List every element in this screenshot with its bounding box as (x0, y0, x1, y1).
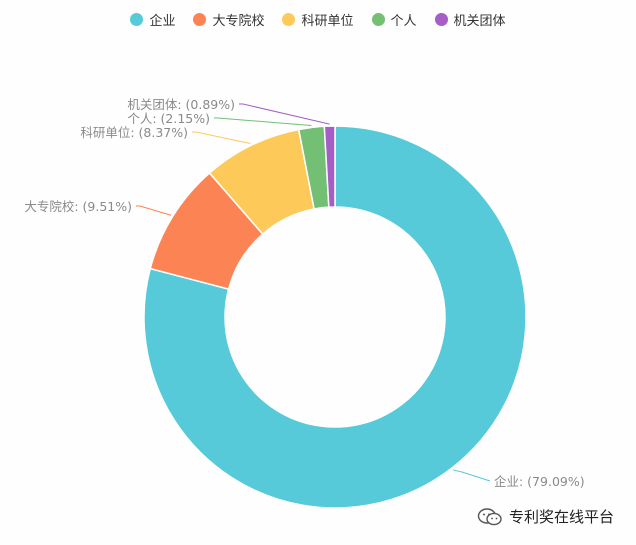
legend-label: 个人 (390, 14, 417, 29)
wechat-icon (477, 507, 502, 525)
watermark-text: 专利奖在线平台 (508, 508, 614, 526)
data-label: 机关团体: (0.89%) (127, 97, 235, 112)
legend-marker (130, 13, 144, 26)
legend-label: 企业 (149, 14, 176, 29)
donut-slice[interactable] (143, 125, 527, 509)
leader-line (192, 131, 251, 145)
legend-marker (434, 13, 448, 26)
legend-label: 科研单位 (301, 14, 354, 29)
legend-item[interactable]: 大专院校 (193, 10, 264, 29)
legend-marker (193, 13, 207, 26)
leader-line (452, 469, 491, 482)
legend-marker (282, 13, 296, 26)
legend-label: 大专院校 (212, 14, 265, 29)
legend-item[interactable]: 科研单位 (282, 10, 354, 29)
chart-legend: 企业 大专院校 科研单位 个人 机关团体 (0, 10, 636, 29)
data-label: 个人: (2.15%) (127, 111, 210, 126)
donut-slice[interactable] (323, 125, 336, 208)
legend-label: 机关团体 (453, 14, 506, 29)
data-label: 企业: (79.09%) (494, 474, 585, 489)
data-label: 大专院校: (9.51%) (24, 199, 132, 214)
watermark: 专利奖在线平台 (477, 506, 614, 527)
leader-line (136, 205, 172, 216)
legend-item[interactable]: 个人 (371, 10, 417, 29)
leader-line (214, 117, 312, 126)
legend-item[interactable]: 机关团体 (434, 10, 506, 29)
leader-line (239, 103, 330, 125)
legend-item[interactable]: 企业 (130, 10, 175, 29)
legend-marker (371, 13, 385, 26)
data-label: 科研单位: (8.37%) (80, 125, 188, 140)
